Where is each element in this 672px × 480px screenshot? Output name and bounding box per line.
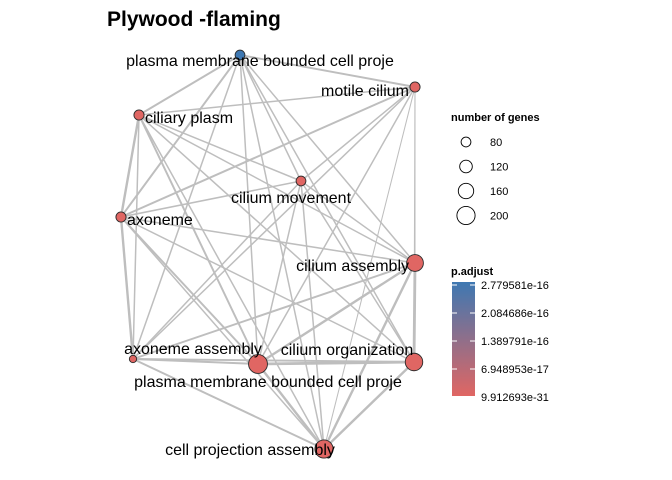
size-legend-key-1 (459, 159, 473, 174)
edge-plasma_top-ciliary_plasm (138, 54, 241, 116)
edge-cilium_movement-axoneme (120, 180, 302, 218)
edge-axoneme-cilium_assembly (120, 216, 416, 264)
edge-plasma_top-cell_projection_assembly (239, 54, 325, 450)
edge-axoneme-cell_projection_assembly (120, 216, 325, 450)
size-legend-label-2: 160 (490, 186, 508, 198)
edge-ciliary_plasm-axoneme (119, 113, 141, 219)
color-legend-label-2: 1.389791e-16 (481, 336, 549, 348)
edge-ciliary_plasm-cell_projection_assembly (138, 114, 325, 450)
node-label-cell_projection_assembly: cell projection assembly (165, 442, 335, 459)
edge-cilium_movement-cilium_assembly (300, 180, 416, 264)
edge-ciliary_plasm-cilium_organization (138, 114, 415, 363)
size-legend-key-0 (460, 136, 472, 148)
edge-ciliary_plasm-axoneme_assembly (132, 114, 140, 360)
edge-axoneme_assembly-cell_projection_assembly (132, 358, 325, 450)
edge-axoneme-plasma_bottom (120, 216, 259, 365)
labels-layer: plasma membrane bounded cell proje motile… (124, 53, 413, 459)
edge-axoneme-axoneme_assembly (119, 215, 135, 361)
color-legend-label-0: 2.779581e-16 (481, 280, 549, 292)
node-label-motile_cilium: motile cilium (321, 83, 409, 100)
node-label-plasma_top: plasma membrane bounded cell proje (126, 53, 394, 70)
node-label-cilium_organization: cilium organization (281, 342, 414, 359)
color-legend-label-1: 2.084686e-16 (481, 308, 549, 320)
node-cilium_movement[interactable] (295, 175, 307, 187)
color-legend-title: p.adjust (451, 266, 494, 278)
edge-cilium_movement-plasma_bottom (257, 180, 302, 365)
size-legend-label-3: 200 (490, 211, 508, 223)
edge-plasma_top-axoneme (120, 54, 241, 218)
color-legend-label-4: 9.912693e-31 (481, 392, 549, 404)
node-cilium_organization[interactable] (404, 352, 424, 372)
edge-motile_cilium-ciliary_plasm (138, 86, 416, 116)
edge-cilium_assembly-cilium_organization (412, 261, 417, 364)
edge-ciliary_plasm-plasma_bottom (138, 114, 259, 365)
node-axoneme[interactable] (115, 211, 127, 223)
size-legend: number of genes 80 120 160 200 (451, 112, 540, 226)
edge-plasma_bottom-cell_projection_assembly (256, 362, 326, 451)
size-legend-title: number of genes (451, 112, 540, 124)
edge-plasma_top-cilium_organization (239, 54, 415, 363)
edge-plasma_top-motile_cilium (239, 54, 416, 88)
node-ciliary_plasm[interactable] (133, 109, 145, 121)
color-legend-label-3: 6.948953e-17 (481, 364, 549, 376)
node-label-plasma_bottom: plasma membrane bounded cell proje (134, 374, 402, 391)
node-label-axoneme: axoneme (127, 212, 193, 229)
node-cell_projection_assembly[interactable] (314, 439, 334, 459)
edge-plasma_top-plasma_bottom (239, 54, 259, 365)
size-legend-label-0: 80 (490, 137, 502, 149)
node-label-axoneme_assembly: axoneme assembly (124, 341, 262, 358)
size-legend-key-2 (457, 182, 475, 200)
edge-plasma_top-cilium_movement (239, 54, 302, 182)
node-label-ciliary_plasm: ciliary plasm (145, 110, 233, 127)
edge-cilium_assembly-cell_projection_assembly (322, 261, 417, 451)
edge-motile_cilium-axoneme (120, 86, 416, 218)
edge-plasma_bottom-cilium_organization (256, 360, 416, 366)
edge-cilium_movement-axoneme_assembly (132, 180, 302, 360)
edge-motile_cilium-cell_projection_assembly (323, 86, 416, 450)
edge-motile_cilium-axoneme_assembly (132, 86, 416, 360)
edge-motile_cilium-cilium_movement (300, 86, 416, 182)
color-legend: p.adjust 2.779581e-16 2.084686e-16 1.38979… (451, 266, 549, 404)
node-plasma_top[interactable] (234, 49, 246, 61)
edge-cilium_assembly-axoneme_assembly (132, 262, 416, 360)
color-legend-bar (452, 282, 475, 396)
nodes-layer (115, 49, 424, 459)
node-axoneme_assembly[interactable] (128, 354, 138, 364)
size-legend-key-3 (456, 205, 476, 226)
size-legend-label-1: 120 (490, 162, 508, 174)
edges-layer (119, 54, 417, 451)
edge-ciliary_plasm-cilium_assembly (138, 114, 416, 264)
node-label-cilium_movement: cilium movement (231, 190, 352, 207)
node-cilium_assembly[interactable] (406, 254, 424, 272)
node-plasma_bottom[interactable] (248, 354, 268, 374)
edge-ciliary_plasm-cilium_movement (138, 114, 302, 182)
edge-plasma_top-axoneme_assembly (132, 54, 241, 360)
node-motile_cilium[interactable] (409, 81, 421, 93)
chart-title: Plywood -flaming (107, 8, 281, 31)
node-label-cilium_assembly: cilium assembly (296, 258, 409, 275)
edge-axoneme-cilium_organization (120, 216, 415, 363)
edge-cilium_movement-cell_projection_assembly (300, 180, 325, 450)
edge-motile_cilium-plasma_bottom (257, 86, 416, 365)
edge-cilium_movement-cilium_organization (300, 180, 415, 363)
edge-cilium_assembly-plasma_bottom (256, 261, 417, 366)
edge-cilium_organization-cell_projection_assembly (322, 360, 416, 451)
